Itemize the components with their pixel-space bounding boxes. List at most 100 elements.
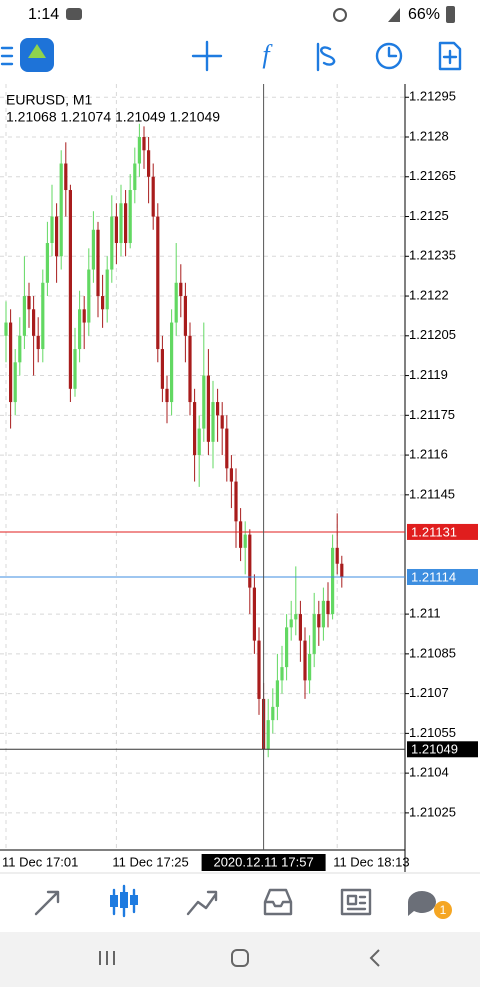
candle-body [4, 322, 8, 336]
crosshair-time-label: 2020.12.11 17:57 [213, 854, 313, 869]
candle-body [197, 428, 201, 456]
candle-body [188, 335, 192, 403]
candle-body [239, 521, 243, 548]
crosshair-price-label: 1.21049 [411, 742, 458, 757]
candle-body [59, 163, 63, 257]
candle-body [124, 203, 128, 244]
price-tag-label: 1.21131 [411, 524, 457, 539]
chat-tab[interactable] [407, 890, 436, 916]
candle-body [36, 335, 40, 350]
timeframe-button[interactable] [375, 42, 403, 70]
chart-tab[interactable] [110, 884, 138, 918]
new-order-button[interactable] [438, 41, 462, 71]
y-tick-label: 1.21025 [409, 804, 456, 819]
candle-body [206, 375, 210, 442]
ohlc-info: 1.21068 1.21074 1.21049 1.21049 [6, 109, 220, 125]
price-tag [407, 568, 478, 585]
candle-body [331, 547, 335, 615]
candle-body [266, 720, 270, 750]
trade-tab[interactable] [186, 890, 218, 916]
badge [434, 901, 452, 919]
candle-body [78, 309, 82, 350]
candle-body [234, 481, 238, 522]
crosshair-button[interactable] [191, 40, 223, 72]
crosshair-time-tag [201, 854, 326, 871]
y-tick-label: 1.2116 [409, 447, 448, 462]
y-tick-label: 1.2107 [409, 685, 449, 700]
candle-body [289, 619, 293, 628]
candle-body [22, 296, 26, 336]
candle-body [147, 150, 151, 177]
crosshair-price-tag [407, 741, 478, 758]
y-tick-label: 1.21265 [409, 168, 456, 183]
candle-body [248, 534, 252, 588]
badge-count: 1 [440, 903, 447, 917]
candle-body [294, 614, 298, 620]
candle-body [280, 667, 284, 681]
status-icon [66, 8, 82, 20]
candle-body [298, 614, 302, 641]
tab-bar: 1 [34, 884, 452, 919]
indicators-button[interactable]: f [262, 40, 273, 69]
y-tick-label: 1.2122 [409, 287, 449, 302]
candle-body [45, 243, 49, 283]
y-tick-label: 1.211 [409, 606, 441, 621]
toolbar: f [0, 38, 462, 72]
candle-body [105, 269, 109, 310]
candle-body [308, 653, 312, 681]
candle-body [335, 547, 339, 564]
nav-bar [0, 932, 480, 987]
symbol-label: EURUSD, M1 [6, 92, 93, 108]
history-tab[interactable] [263, 888, 293, 916]
y-tick-label: 1.2125 [409, 208, 449, 223]
x-tick-label: 11 Dec 17:25 [112, 854, 188, 869]
candle-body [156, 216, 160, 350]
candle-body [137, 137, 141, 164]
candle-body [271, 706, 275, 721]
news-tab[interactable] [340, 888, 372, 916]
y-tick-label: 1.2128 [409, 128, 449, 143]
candle-body [110, 216, 114, 270]
candle-body [32, 309, 36, 336]
y-tick-label: 1.2104 [409, 765, 449, 780]
candle-body [96, 229, 100, 297]
candle-body [82, 309, 86, 323]
candle-body [220, 415, 224, 429]
candle-body [64, 163, 68, 191]
candle-body [340, 563, 344, 577]
battery-icon [446, 6, 455, 23]
y-tick-label: 1.21205 [409, 327, 456, 342]
quotes-tab[interactable] [34, 890, 60, 916]
menu-button[interactable] [0, 46, 14, 66]
plot-background [0, 84, 405, 850]
y-tick-label: 1.2119 [409, 367, 448, 382]
candle-body [211, 402, 215, 442]
candle-body [321, 600, 325, 628]
candle-body [229, 468, 233, 482]
candle-body [55, 216, 59, 257]
candle-body [160, 349, 164, 389]
candle-body [285, 627, 289, 668]
candle-body [133, 163, 137, 191]
candle-body [317, 614, 321, 628]
recents-button[interactable] [99, 951, 115, 965]
y-tick-label: 1.21055 [409, 725, 456, 740]
candle-body [142, 137, 146, 151]
back-button[interactable] [369, 949, 380, 967]
y-tick-label: 1.21145 [409, 486, 455, 501]
candle-body [87, 269, 91, 323]
home-button[interactable] [231, 949, 249, 967]
candle-body [257, 640, 261, 699]
candle-body [275, 680, 279, 707]
candle-body [216, 402, 220, 416]
candle-body [252, 587, 256, 641]
y-tick-label: 1.21085 [409, 645, 456, 660]
trade-button[interactable] [316, 42, 336, 72]
candle-body [326, 600, 330, 615]
y-tick-label: 1.21295 [409, 89, 456, 104]
candle-body [68, 190, 72, 389]
y-tick-label: 1.21235 [409, 248, 456, 263]
candle-body [170, 322, 174, 403]
candle-body [183, 296, 187, 336]
